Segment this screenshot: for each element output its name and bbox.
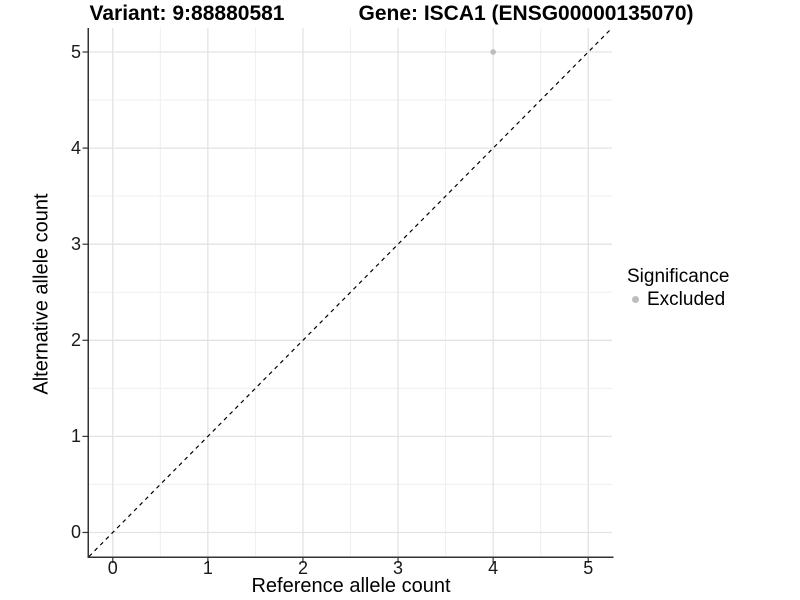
excluded-marker-icon: [632, 295, 639, 303]
data-point: [490, 49, 496, 55]
x-tick-label: 3: [393, 558, 404, 578]
y-tick-label: 3: [70, 234, 81, 255]
y-tick-label: 5: [70, 42, 81, 63]
variant-title: Variant: 9:88880581: [89, 2, 285, 25]
y-axis-title: Alternative allele count: [30, 193, 53, 395]
x-tick-label: 0: [107, 558, 118, 578]
legend-item-label: Excluded: [647, 288, 726, 310]
x-tick-label: 2: [297, 558, 308, 578]
x-tick-label: 4: [488, 558, 499, 578]
y-tick-label: 2: [70, 330, 81, 351]
identity-line: [88, 27, 613, 557]
y-tick-label: 1: [70, 426, 81, 447]
y-tick-label: 4: [70, 138, 81, 159]
gene-title: Gene: ISCA1 (ENSG00000135070): [358, 2, 694, 25]
x-axis-title: Reference allele count: [251, 575, 451, 597]
x-tick-label: 5: [583, 558, 594, 578]
y-tick-label: 0: [70, 522, 81, 543]
x-tick-label: 1: [202, 558, 213, 578]
legend-item-excluded: Excluded: [627, 288, 729, 310]
legend: Significance Excluded: [627, 266, 729, 310]
legend-title: Significance: [627, 266, 730, 287]
